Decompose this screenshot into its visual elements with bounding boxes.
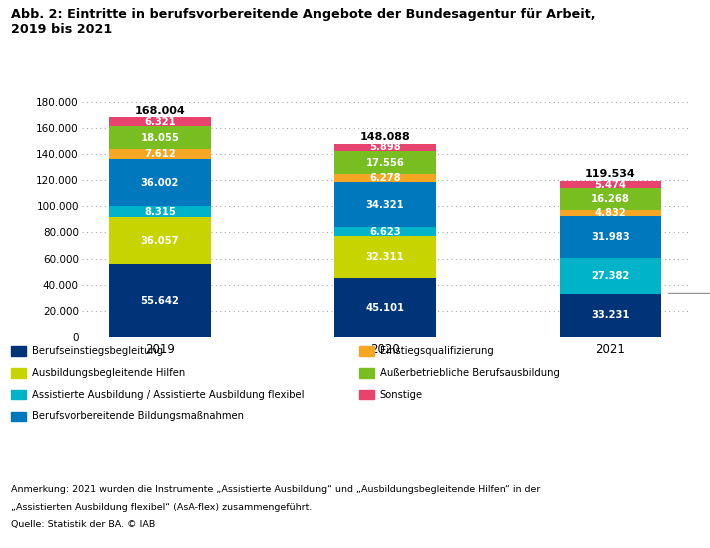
Bar (334, 144, 436, 151)
Text: 36.002: 36.002 (141, 178, 179, 188)
Text: 27.382: 27.382 (591, 271, 630, 281)
Text: 16.268: 16.268 (591, 194, 630, 204)
Text: Abb. 2: Eintritte in berufsvorbereitende Angebote der Bundesagentur für Arbeit,: Abb. 2: Eintritte in berufsvorbereitende… (11, 8, 595, 21)
Bar (334, 236, 436, 278)
Text: 45.101: 45.101 (366, 302, 405, 312)
Text: 148.088: 148.088 (360, 132, 410, 141)
Bar (109, 117, 211, 125)
Text: 36.057: 36.057 (141, 236, 179, 246)
Text: Anmerkung: 2021 wurden die Instrumente „Assistierte Ausbildung“ und „Ausbildungs: Anmerkung: 2021 wurden die Instrumente „… (11, 485, 540, 494)
Text: Berufsvorbereitende Bildungsmaßnahmen: Berufsvorbereitende Bildungsmaßnahmen (32, 412, 244, 421)
Bar (109, 150, 211, 159)
Text: 6.623: 6.623 (369, 226, 401, 237)
Text: 364: 364 (668, 288, 710, 298)
Bar (559, 258, 661, 294)
Bar (559, 294, 661, 337)
Text: Einstiegsqualifizierung: Einstiegsqualifizierung (380, 346, 493, 356)
Text: Assistierte Ausbildung / Assistierte Ausbildung flexibel: Assistierte Ausbildung / Assistierte Aus… (32, 390, 305, 399)
Text: 2019 bis 2021: 2019 bis 2021 (11, 23, 112, 36)
Bar (109, 125, 211, 150)
Text: 32.311: 32.311 (366, 252, 405, 262)
Text: 5.474: 5.474 (594, 180, 626, 190)
Text: 6.278: 6.278 (369, 173, 401, 183)
Text: „Assistierten Ausbildung flexibel“ (AsA-flex) zusammengeführt.: „Assistierten Ausbildung flexibel“ (AsA-… (11, 503, 312, 512)
Text: Außerbetriebliche Berufsausbildung: Außerbetriebliche Berufsausbildung (380, 368, 559, 378)
Text: 6.321: 6.321 (144, 117, 176, 127)
Bar (109, 159, 211, 207)
Text: 55.642: 55.642 (141, 296, 180, 306)
Text: 119.534: 119.534 (585, 169, 635, 179)
Bar (334, 278, 436, 337)
Bar (559, 216, 661, 258)
Text: Sonstige: Sonstige (380, 390, 423, 399)
Text: 168.004: 168.004 (135, 106, 185, 116)
Text: 5.898: 5.898 (369, 142, 401, 152)
Bar (559, 181, 661, 189)
Text: 33.231: 33.231 (591, 310, 630, 321)
Bar (334, 182, 436, 227)
Bar (559, 189, 661, 210)
Bar (334, 174, 436, 182)
Text: 34.321: 34.321 (366, 200, 405, 210)
Bar (109, 217, 211, 264)
Text: Ausbildungsbegleitende Hilfen: Ausbildungsbegleitende Hilfen (32, 368, 185, 378)
Text: Quelle: Statistik der BA. © IAB: Quelle: Statistik der BA. © IAB (11, 520, 155, 528)
Text: Berufseinstiegsbegleitung: Berufseinstiegsbegleitung (32, 346, 163, 356)
Text: 8.315: 8.315 (144, 207, 176, 217)
Bar (559, 210, 661, 216)
Bar (109, 207, 211, 217)
Text: 17.556: 17.556 (366, 158, 405, 168)
Text: 18.055: 18.055 (141, 133, 180, 142)
Bar (334, 227, 436, 236)
Bar (334, 151, 436, 174)
Text: 7.612: 7.612 (144, 149, 176, 159)
Bar (109, 264, 211, 337)
Text: 31.983: 31.983 (591, 232, 630, 242)
Text: 4.832: 4.832 (594, 208, 626, 218)
